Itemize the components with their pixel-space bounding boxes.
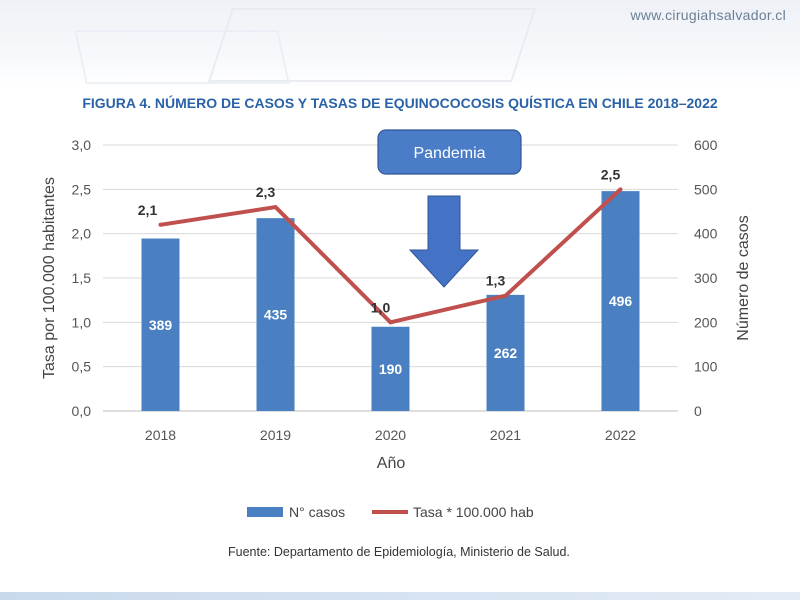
rate-data-label: 1,3 [486,273,506,289]
rate-point [618,187,623,192]
left-tick-label: 2,5 [72,181,92,197]
legend-bar-swatch [247,507,283,517]
bar [141,238,180,411]
right-tick-label: 500 [694,181,718,197]
right-tick-label: 600 [694,137,718,153]
figure-title: FIGURA 4. NÚMERO DE CASOS Y TASAS DE EQU… [82,95,718,111]
bar [256,218,295,411]
rate-point [158,222,163,227]
footer-bar [0,592,800,600]
bar-data-label: 190 [379,361,403,377]
site-url: www.cirugiahsalvador.cl [630,7,786,23]
down-arrow-icon [408,195,480,288]
right-tick-label: 200 [694,314,718,330]
rate-data-label: 2,3 [256,184,276,200]
legend-line-label: Tasa * 100.000 hab [413,504,534,520]
legend: N° casos Tasa * 100.000 hab [247,504,534,520]
bar [371,326,410,411]
rate-point [273,205,278,210]
left-tick-label: 1,5 [72,270,92,286]
rate-data-label: 2,5 [601,166,621,182]
source-note: Fuente: Departamento de Epidemiología, M… [228,545,570,559]
x-axis-title: Año [377,455,406,472]
left-tick-label: 0,0 [72,403,92,419]
right-tick-label: 300 [694,270,718,286]
x-tick-label: 2019 [260,427,291,443]
bar-data-label: 435 [264,307,288,323]
right-tick-label: 0 [694,403,702,419]
left-tick-label: 0,5 [72,359,92,375]
left-tick-label: 2,0 [72,226,92,242]
bar [486,294,525,411]
rate-point [388,320,393,325]
rate-line [160,187,622,325]
rate-point [503,293,508,298]
left-tick-label: 1,0 [72,314,92,330]
right-axis-title: Número de casos [735,215,752,340]
rate-data-label: 2,1 [138,202,158,218]
pandemia-annotation: Pandemia [377,129,522,288]
right-tick-label: 400 [694,226,718,242]
legend-bar-label: N° casos [289,504,345,520]
left-axis-title: Tasa por 100.000 habitantes [41,177,58,379]
pandemia-label: Pandemia [413,145,485,162]
bar-data-label: 262 [494,345,518,361]
bar [601,191,640,411]
x-tick-label: 2021 [490,427,521,443]
bar-data-label: 389 [149,317,173,333]
pandemia-box [377,129,522,175]
x-tick-label: 2018 [145,427,176,443]
header-decoration [0,0,800,88]
left-tick-label: 3,0 [72,137,92,153]
rate-data-label: 1,0 [371,299,391,315]
x-tick-label: 2022 [605,427,636,443]
right-tick-label: 100 [694,359,718,375]
x-tick-label: 2020 [375,427,406,443]
bar-data-label: 496 [609,293,633,309]
